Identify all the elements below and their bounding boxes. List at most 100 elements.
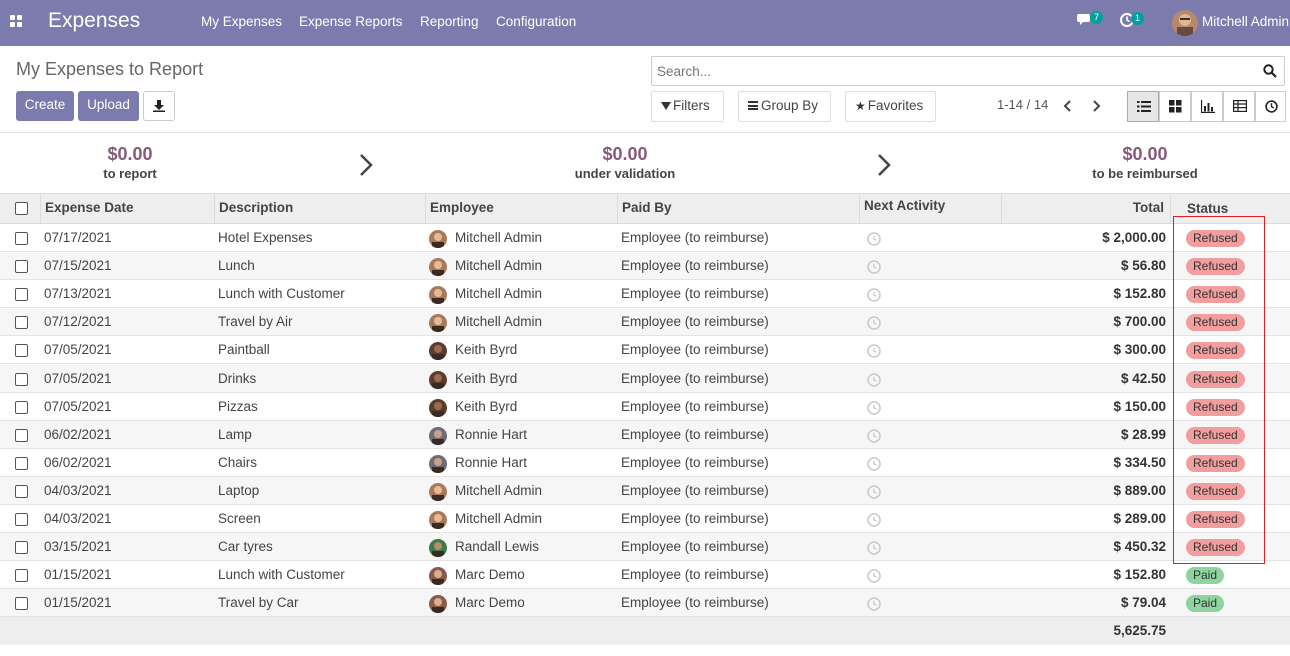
group-by-button[interactable]: Group By bbox=[738, 91, 831, 122]
row-checkbox[interactable] bbox=[15, 260, 28, 274]
table-row[interactable]: 07/05/2021 Pizzas Keith Byrd Employee (to r… bbox=[0, 393, 1290, 421]
pivot-view-button[interactable] bbox=[1223, 91, 1255, 122]
row-checkbox[interactable] bbox=[15, 316, 28, 330]
chevron-right-icon[interactable] bbox=[1090, 99, 1102, 113]
create-button[interactable]: Create bbox=[16, 91, 74, 121]
row-checkbox[interactable] bbox=[15, 428, 28, 442]
row-checkbox[interactable] bbox=[15, 456, 28, 470]
activity-clock-icon[interactable] bbox=[867, 457, 881, 471]
employee-avatar bbox=[429, 314, 447, 333]
status-badge: Refused bbox=[1186, 426, 1245, 444]
menu-configuration[interactable]: Configuration bbox=[496, 14, 577, 29]
chat-icon[interactable] bbox=[1077, 13, 1093, 27]
table-row[interactable]: 01/15/2021 Lunch with Customer Marc Demo Em… bbox=[0, 561, 1290, 590]
menu-my-expenses[interactable]: My Expenses bbox=[201, 14, 283, 29]
row-checkbox[interactable] bbox=[15, 541, 28, 555]
col-description[interactable]: Description bbox=[215, 194, 426, 223]
user-name[interactable]: Mitchell Admin bbox=[1202, 14, 1290, 29]
activity-clock-icon[interactable] bbox=[867, 428, 881, 443]
expense-total: $ 150.00 bbox=[1113, 398, 1166, 414]
col-expense-date[interactable]: Expense Date bbox=[41, 194, 215, 223]
search-input[interactable] bbox=[657, 58, 1247, 84]
paid-by: Employee (to reimburse) bbox=[621, 286, 769, 302]
chevron-left-icon[interactable] bbox=[1062, 99, 1074, 113]
paid-by: Employee (to reimburse) bbox=[621, 398, 769, 414]
activity-clock-icon[interactable] bbox=[867, 372, 881, 387]
table-row[interactable]: 07/05/2021 Drinks Keith Byrd Employee (to r… bbox=[0, 364, 1290, 393]
row-checkbox[interactable] bbox=[15, 288, 28, 302]
status-badge: Refused bbox=[1186, 258, 1245, 276]
activity-clock-icon[interactable] bbox=[867, 485, 881, 499]
table-row[interactable]: 06/02/2021 Lamp Ronnie Hart Employee (to re… bbox=[0, 420, 1290, 449]
table-row[interactable]: 07/13/2021 Lunch with Customer Mitchell Ad… bbox=[0, 280, 1290, 309]
table-row[interactable]: 07/17/2021 Hotel Expenses Mitchell Admin Em… bbox=[0, 224, 1290, 252]
activity-clock-icon[interactable] bbox=[867, 541, 881, 555]
activity-clock-icon[interactable] bbox=[867, 569, 881, 583]
status-badge: Refused bbox=[1186, 314, 1245, 332]
row-checkbox[interactable] bbox=[15, 597, 28, 611]
expense-total: $ 450.32 bbox=[1113, 539, 1166, 555]
table-row[interactable]: 01/15/2021 Travel by Car Marc Demo Employee… bbox=[0, 589, 1290, 618]
row-checkbox[interactable] bbox=[15, 372, 28, 386]
activity-clock-icon[interactable] bbox=[867, 316, 881, 331]
filters-button[interactable]: Filters bbox=[651, 91, 724, 122]
activity-clock-icon[interactable] bbox=[867, 597, 881, 612]
activity-clock-icon[interactable] bbox=[867, 288, 881, 302]
favorites-button[interactable]: ★ Favorites bbox=[845, 91, 936, 122]
paid-by: Employee (to reimburse) bbox=[621, 539, 769, 555]
expense-description: Lunch with Customer bbox=[218, 286, 345, 302]
download-button[interactable] bbox=[143, 91, 175, 121]
employee-name: Ronnie Hart bbox=[455, 426, 528, 442]
list-view-button[interactable] bbox=[1127, 91, 1159, 122]
row-checkbox[interactable] bbox=[15, 513, 28, 526]
table-row[interactable]: 06/02/2021 Chairs Ronnie Hart Employee (to … bbox=[0, 449, 1290, 477]
employee-name: Mitchell Admin bbox=[455, 511, 543, 526]
expense-description: Travel by Air bbox=[218, 314, 293, 330]
row-checkbox[interactable] bbox=[15, 344, 28, 358]
graph-view-button[interactable] bbox=[1191, 91, 1223, 122]
menu-reporting[interactable]: Reporting bbox=[420, 14, 479, 29]
expense-description: Screen bbox=[218, 511, 261, 526]
row-checkbox[interactable] bbox=[15, 400, 28, 414]
app-brand[interactable]: Expenses bbox=[48, 9, 141, 32]
select-all-checkbox[interactable] bbox=[15, 202, 28, 215]
row-checkbox[interactable] bbox=[15, 569, 28, 583]
col-employee[interactable]: Employee bbox=[426, 194, 618, 223]
apps-grid-icon[interactable] bbox=[10, 15, 23, 28]
activity-view-button[interactable] bbox=[1255, 91, 1286, 122]
kanban-view-button[interactable] bbox=[1159, 91, 1191, 122]
table-row[interactable]: 07/15/2021 Lunch Mitchell Admin Employee (t… bbox=[0, 252, 1290, 281]
chevron-right-icon bbox=[360, 154, 373, 176]
bars-icon bbox=[748, 101, 758, 110]
expense-total: $ 2,000.00 bbox=[1102, 230, 1166, 245]
status-badge: Refused bbox=[1186, 511, 1245, 528]
pager-value[interactable]: 1-14 / 14 bbox=[997, 97, 1049, 112]
employee-avatar bbox=[429, 370, 447, 389]
row-checkbox[interactable] bbox=[15, 232, 28, 245]
menu-expense-reports[interactable]: Expense Reports bbox=[299, 14, 403, 29]
col-paid-by[interactable]: Paid By bbox=[618, 194, 860, 223]
expense-total: $ 889.00 bbox=[1113, 482, 1166, 498]
col-total[interactable]: Total bbox=[1002, 194, 1171, 223]
table-row[interactable]: 07/12/2021 Travel by Air Mitchell Admin Emp… bbox=[0, 308, 1290, 337]
activity-clock-icon[interactable] bbox=[867, 400, 881, 415]
employee-avatar bbox=[429, 595, 447, 614]
col-status[interactable]: Status bbox=[1187, 201, 1229, 216]
expense-date: 07/05/2021 bbox=[44, 342, 112, 358]
row-checkbox[interactable] bbox=[15, 484, 28, 498]
table-row[interactable]: 04/03/2021 Laptop Mitchell Admin Employee (… bbox=[0, 476, 1290, 505]
activity-clock-icon[interactable] bbox=[867, 344, 881, 359]
table-row[interactable]: 03/15/2021 Car tyres Randall Lewis Employee… bbox=[0, 533, 1290, 562]
activity-clock-icon[interactable] bbox=[867, 513, 881, 527]
activity-clock-icon[interactable] bbox=[867, 260, 881, 274]
search-icon[interactable] bbox=[1263, 64, 1277, 78]
table-row[interactable]: 04/03/2021 Screen Mitchell Admin Employee (… bbox=[0, 505, 1290, 533]
paid-by: Employee (to reimburse) bbox=[621, 342, 769, 358]
table-row[interactable]: 07/05/2021 Paintball Keith Byrd Employee (t… bbox=[0, 336, 1290, 365]
expense-description: Drinks bbox=[218, 370, 257, 386]
activity-clock-icon[interactable] bbox=[867, 232, 881, 246]
employee-name: Ronnie Hart bbox=[455, 454, 528, 470]
col-next-activity[interactable]: Next Activity bbox=[860, 194, 1002, 223]
user-avatar[interactable] bbox=[1172, 10, 1198, 36]
upload-button[interactable]: Upload bbox=[78, 91, 139, 121]
